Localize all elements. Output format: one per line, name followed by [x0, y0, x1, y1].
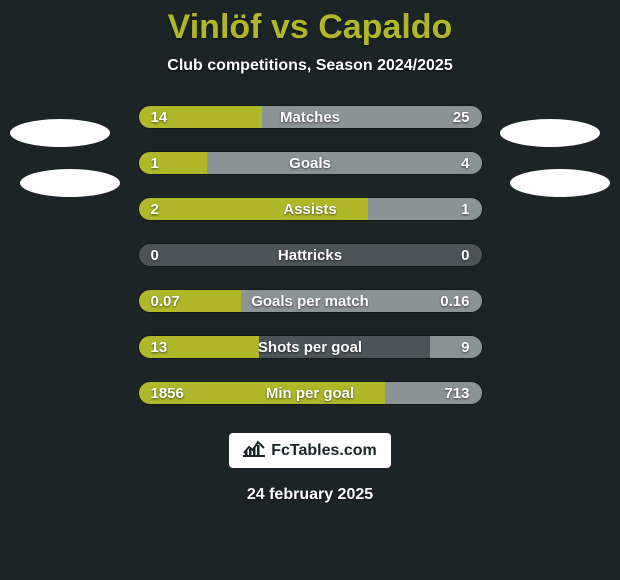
stat-row: 1425Matches — [138, 105, 483, 129]
stat-row: 1856713Min per goal — [138, 381, 483, 405]
stat-row: 0 0Hattricks — [138, 243, 483, 267]
stat-fill-left — [139, 152, 208, 174]
stat-fill-left — [139, 290, 242, 312]
team-badge — [10, 119, 110, 147]
stat-fill-right — [207, 152, 481, 174]
stat-bars: 1425Matches 14Goals 21Assists 0 0Hattricks 0.… — [0, 105, 620, 405]
comparison-card: Vinlöf vs Capaldo Club competitions, Sea… — [0, 0, 620, 580]
stat-label: Hattricks — [139, 244, 482, 266]
stat-row: 139Shots per goal — [138, 335, 483, 359]
stat-fill-right — [430, 336, 481, 358]
chart-area: 1425Matches 14Goals 21Assists 0 0Hattricks 0.… — [0, 105, 620, 405]
stat-row: 21Assists — [138, 197, 483, 221]
stat-fill-right — [385, 382, 481, 404]
stat-fill-left — [139, 198, 369, 220]
stat-fill-right — [262, 106, 482, 128]
stat-fill-left — [139, 382, 386, 404]
chart-icon — [243, 439, 265, 462]
stat-fill-right — [241, 290, 481, 312]
date-text: 24 february 2025 — [247, 486, 373, 504]
stat-value-left: 0 — [151, 244, 159, 266]
stat-row: 14Goals — [138, 151, 483, 175]
stat-fill-right — [368, 198, 481, 220]
brand-badge: FcTables.com — [229, 433, 391, 468]
stat-fill-left — [139, 106, 262, 128]
team-badge — [20, 169, 120, 197]
stat-fill-left — [139, 336, 259, 358]
brand-text: FcTables.com — [271, 442, 377, 460]
subtitle: Club competitions, Season 2024/2025 — [167, 57, 452, 75]
stat-row: 0.070.16Goals per match — [138, 289, 483, 313]
page-title: Vinlöf vs Capaldo — [168, 8, 453, 47]
team-badge — [510, 169, 610, 197]
stat-value-right: 0 — [461, 244, 469, 266]
team-badge — [500, 119, 600, 147]
